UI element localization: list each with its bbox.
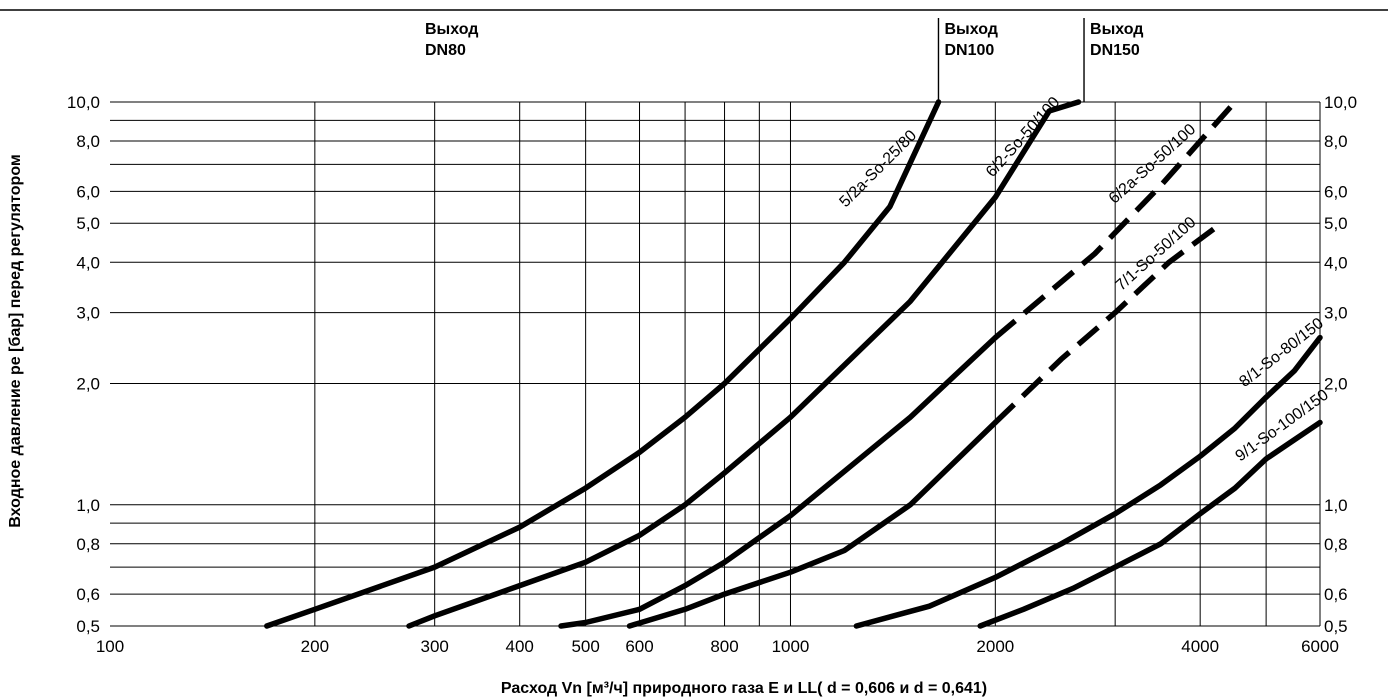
y-tick-label-left: 6,0 [76, 182, 100, 201]
y-tick-label-right: 0,8 [1324, 535, 1348, 554]
y-tick-label-right: 0,6 [1324, 585, 1348, 604]
y-tick-label-left: 4,0 [76, 253, 100, 272]
y-tick-label-right: 0,5 [1324, 617, 1348, 636]
y-tick-label-right: 5,0 [1324, 214, 1348, 233]
x-tick-label: 800 [710, 637, 738, 656]
series-lines [264, 99, 1323, 629]
series-line [264, 99, 942, 629]
x-axis-title: Расход Vn [м³/ч] природного газа E и LL(… [501, 680, 987, 697]
series-line [406, 99, 1082, 629]
series-line [558, 334, 999, 629]
outlet-label-line2: DN100 [944, 42, 994, 59]
outlet-label-line1: Выход [425, 21, 478, 38]
outlet-label-line1: Выход [944, 21, 997, 38]
series-line [853, 334, 1323, 629]
x-tick-label: 600 [625, 637, 653, 656]
series-line-dashed [993, 100, 1238, 340]
outlet-label-line1: Выход [1090, 21, 1143, 38]
y-tick-label-right: 10,0 [1324, 93, 1357, 112]
y-tick-label-right: 3,0 [1324, 304, 1348, 323]
outlet-label-line2: DN150 [1090, 42, 1140, 59]
x-tick-label: 6000 [1301, 637, 1339, 656]
y-tick-label-right: 4,0 [1324, 253, 1348, 272]
y-tick-label-right: 2,0 [1324, 375, 1348, 394]
x-tick-label: 200 [301, 637, 329, 656]
series-line-dashed [993, 220, 1224, 425]
y-axis-title: Входное давление pe [бар] перед регулято… [7, 154, 24, 527]
y-tick-label-left: 0,5 [76, 617, 100, 636]
y-tick-label-left: 1,0 [76, 496, 100, 515]
outlet-labels: Выход DN80 Выход DN100 Выход DN150 [425, 18, 1143, 102]
y-tick-label-left: 0,8 [76, 535, 100, 554]
y-tick-label-left: 8,0 [76, 132, 100, 151]
tick-labels: 100 200 300 400 500 600 800 1000 2000 4000 60000,5… [67, 93, 1357, 656]
x-tick-label: 300 [420, 637, 448, 656]
y-tick-label-left: 5,0 [76, 214, 100, 233]
y-tick-label-left: 3,0 [76, 304, 100, 323]
y-tick-label-left: 0,6 [76, 585, 100, 604]
series-label: 7/1-So-50/100 [1113, 214, 1200, 295]
outlet-label-line2: DN80 [425, 42, 466, 59]
x-tick-label: 1000 [772, 637, 810, 656]
x-tick-label: 500 [571, 637, 599, 656]
y-tick-label-right: 8,0 [1324, 132, 1348, 151]
series-line [626, 419, 999, 629]
y-tick-label-right: 6,0 [1324, 182, 1348, 201]
y-tick-label-left: 2,0 [76, 375, 100, 394]
x-tick-label: 2000 [976, 637, 1014, 656]
y-tick-label-left: 10,0 [67, 93, 100, 112]
x-tick-label: 100 [96, 637, 124, 656]
series-line [977, 419, 1323, 629]
x-tick-label: 4000 [1181, 637, 1219, 656]
x-tick-label: 400 [506, 637, 534, 656]
y-tick-label-right: 1,0 [1324, 496, 1348, 515]
